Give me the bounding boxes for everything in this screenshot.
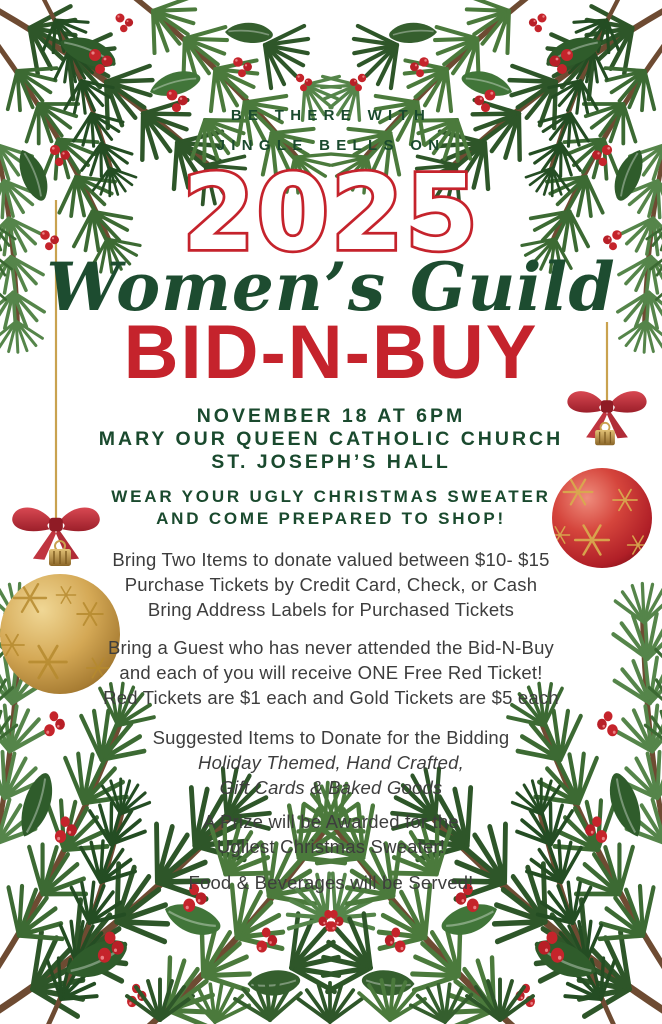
year-outline: 2025	[0, 149, 662, 277]
eyebrow-line-1: BE THERE WITH	[230, 107, 432, 124]
donate-item-2: Gift Cards & Baked Goods	[219, 777, 443, 798]
donate-heading: Suggested Items to Donate for the Biddin…	[152, 727, 510, 748]
eyebrow-text: BE THERE WITH JINGLE BELLS ON	[0, 0, 662, 161]
guest-line-1: Bring a Guest who has never attended the…	[107, 637, 555, 658]
prize-line-2: Ugliest Christmas Sweater!	[216, 836, 446, 857]
food-line: Food & Beverages will be Served!	[188, 872, 474, 893]
donate-paragraph: Suggested Items to Donate for the Biddin…	[0, 725, 662, 800]
eyebrow-line-2: JINGLE BELLS ON	[216, 137, 446, 154]
dress-code-line-1: WEAR YOUR UGLY CHRISTMAS SWEATER	[111, 487, 551, 506]
bring-line-1: Bring Two Items to donate valued between…	[112, 549, 550, 570]
prize-paragraph: A Prize will be Awarded for the Ugliest …	[0, 809, 662, 859]
bring-items-paragraph: Bring Two Items to donate valued between…	[0, 547, 662, 622]
event-datetime: NOVEMBER 18 AT 6PM	[196, 405, 466, 427]
bring-line-2: Purchase Tickets by Credit Card, Check, …	[124, 574, 538, 595]
event-venue: MARY OUR QUEEN CATHOLIC CHURCH	[98, 428, 564, 450]
donate-item-1: Holiday Themed, Hand Crafted,	[198, 752, 464, 773]
dress-code: WEAR YOUR UGLY CHRISTMAS SWEATER AND COM…	[0, 486, 662, 530]
guest-paragraph: Bring a Guest who has never attended the…	[0, 635, 662, 710]
event-hall: ST. JOSEPH’S HALL	[211, 451, 451, 473]
main-title: BID-N-BUY	[123, 310, 539, 395]
guest-line-3: Red Tickets are $1 each and Gold Tickets…	[103, 687, 559, 708]
dress-code-line-2: AND COME PREPARED TO SHOP!	[156, 509, 506, 528]
prize-line-1: A Prize will be Awarded for the	[203, 811, 459, 832]
year-text: 2025	[182, 163, 479, 261]
bring-line-3: Bring Address Labels for Purchased Ticke…	[147, 599, 515, 620]
script-title: Women’s Guild	[46, 248, 616, 326]
guest-line-2: and each of you will receive ONE Free Re…	[119, 662, 543, 683]
event-details: NOVEMBER 18 AT 6PM MARY OUR QUEEN CATHOL…	[0, 405, 662, 474]
